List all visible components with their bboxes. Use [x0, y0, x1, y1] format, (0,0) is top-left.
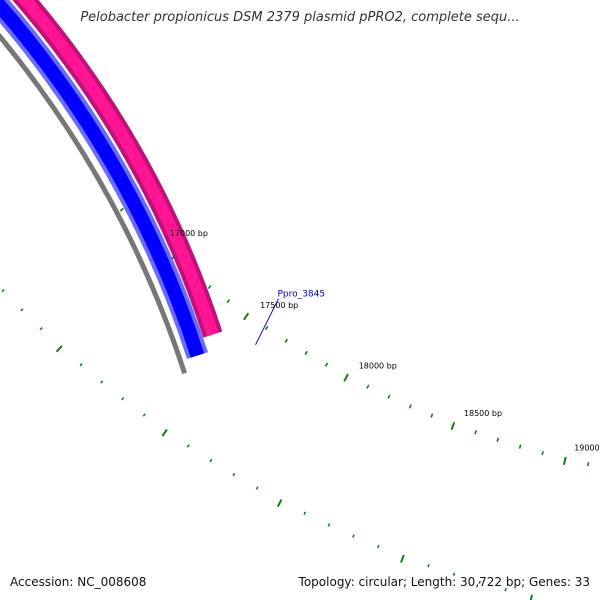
inner-guide-tick: [232, 472, 236, 477]
inner-guide-tick: [529, 594, 534, 600]
scale-tick: [366, 384, 370, 389]
inner-guide-tick: [186, 444, 190, 448]
gene-label-leader: [255, 298, 279, 345]
backbone-track: [0, 32, 187, 375]
gene-boundary: [596, 520, 600, 542]
inner-guide-tick: [209, 458, 213, 463]
scale-tick: [586, 462, 590, 467]
inner-guide-tick: [376, 544, 380, 549]
inner-guide-tick: [276, 499, 283, 508]
inner-guide-tick: [100, 380, 104, 384]
inner-guide-tick: [400, 554, 405, 563]
scale-tick: [387, 394, 391, 399]
tick-marks: [1, 190, 590, 600]
inner-guide-tick: [20, 308, 24, 312]
scale-tick: [243, 312, 250, 321]
inner-guide-tick: [79, 363, 83, 367]
inner-guide-tick: [142, 413, 146, 417]
inner-guide-tick: [1, 288, 5, 293]
tick-label: 17000 bp: [170, 229, 208, 238]
scale-tick: [226, 299, 231, 304]
map-title: Pelobacter propionicus DSM 2379 plasmid …: [80, 10, 520, 25]
inner-guide-tick: [427, 563, 430, 568]
inner-guide-tick: [255, 486, 259, 490]
scale-tick: [541, 450, 544, 456]
scale-tick: [408, 404, 412, 409]
inner-guide-tick: [39, 326, 43, 331]
tick-label: 17500 bp: [260, 301, 298, 310]
scale-tick: [343, 373, 349, 382]
inner-guide-tick: [327, 523, 331, 527]
tick-label: 18000 bp: [359, 361, 397, 370]
scale-tick: [562, 456, 567, 465]
gene-boundary: [572, 486, 580, 511]
inner-guide-tick: [121, 397, 125, 401]
inner-guide-tick: [504, 588, 507, 592]
reverse-gene-block: [0, 0, 205, 358]
inner-guide-tick: [303, 511, 307, 515]
scale-tick: [430, 413, 434, 418]
scale-tick: [496, 437, 500, 442]
summary-text: Topology: circular; Length: 30,722 bp; G…: [298, 575, 590, 589]
scale-tick: [518, 444, 522, 449]
inner-guide-tick: [452, 572, 456, 576]
inner-guide-tick: [55, 345, 63, 353]
scale-tick: [207, 284, 212, 290]
scale-tick: [284, 338, 289, 343]
scale-tick: [324, 362, 329, 367]
tick-label: 18500 bp: [464, 409, 502, 418]
inner-guide-tick: [478, 580, 481, 584]
accession-text: Accession: NC_008608: [10, 575, 147, 589]
scale-tick: [450, 421, 456, 431]
inner-guide-tick: [161, 428, 168, 437]
tick-label: 19000 bp: [574, 443, 600, 452]
forward-gene-block: [17, 0, 219, 337]
inner-guide-tick: [352, 534, 355, 538]
gene-tracks: [0, 0, 600, 542]
scale-tick: [119, 207, 124, 212]
scale-tick: [264, 325, 269, 331]
gene-label: Ppro_3845: [278, 290, 326, 300]
gene-annotation: Ppro_3845: [255, 290, 326, 345]
scale-tick: [474, 430, 478, 435]
scale-tick: [304, 350, 308, 356]
